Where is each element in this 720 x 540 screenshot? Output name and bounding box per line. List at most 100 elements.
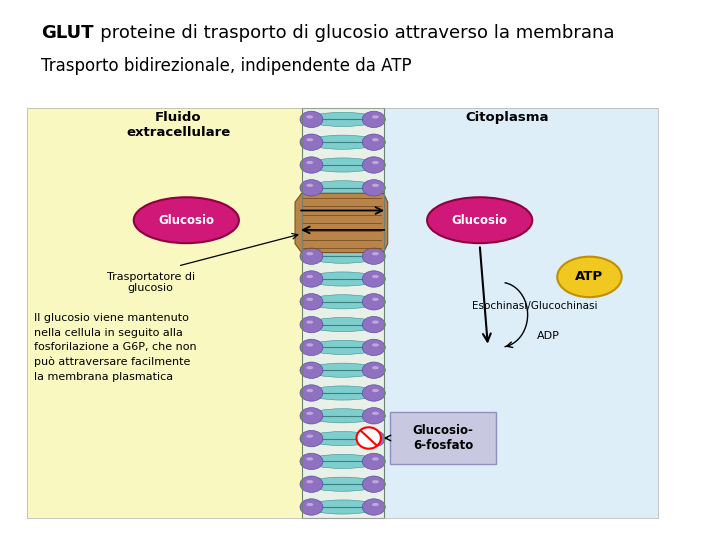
Ellipse shape	[307, 500, 377, 514]
Ellipse shape	[307, 112, 377, 126]
Ellipse shape	[372, 389, 379, 392]
Ellipse shape	[362, 362, 385, 379]
Ellipse shape	[307, 409, 377, 423]
Text: GLUT: GLUT	[41, 24, 93, 42]
Text: Il glucosio viene mantenuto
nella cellula in seguito alla
fosforilazione a G6P, : Il glucosio viene mantenuto nella cellul…	[34, 313, 197, 382]
Ellipse shape	[307, 135, 377, 149]
Bar	[302, 108, 384, 518]
Ellipse shape	[300, 134, 323, 151]
Ellipse shape	[307, 340, 377, 354]
Ellipse shape	[300, 180, 323, 196]
Ellipse shape	[372, 503, 379, 506]
Ellipse shape	[306, 389, 313, 392]
Ellipse shape	[362, 180, 385, 196]
Ellipse shape	[362, 316, 385, 333]
Ellipse shape	[307, 363, 377, 377]
Ellipse shape	[362, 111, 385, 127]
Ellipse shape	[362, 134, 385, 151]
Ellipse shape	[306, 184, 313, 187]
Bar	[302, 108, 384, 518]
Ellipse shape	[300, 111, 323, 127]
FancyBboxPatch shape	[390, 413, 495, 464]
Ellipse shape	[300, 271, 323, 287]
Ellipse shape	[372, 480, 379, 483]
Ellipse shape	[307, 431, 377, 446]
Ellipse shape	[134, 197, 239, 243]
Ellipse shape	[307, 249, 377, 264]
Ellipse shape	[362, 453, 385, 470]
Text: ADP: ADP	[536, 331, 559, 341]
Ellipse shape	[306, 435, 313, 438]
Ellipse shape	[300, 362, 323, 379]
Ellipse shape	[372, 435, 379, 438]
Ellipse shape	[300, 248, 323, 265]
Ellipse shape	[307, 477, 377, 491]
Text: Glucosio: Glucosio	[451, 214, 508, 227]
Ellipse shape	[300, 453, 323, 470]
Ellipse shape	[372, 321, 379, 324]
Text: Trasporto bidirezionale, indipendente da ATP: Trasporto bidirezionale, indipendente da…	[41, 57, 411, 75]
Ellipse shape	[362, 430, 385, 447]
Ellipse shape	[372, 275, 379, 278]
Polygon shape	[295, 193, 387, 253]
Ellipse shape	[372, 343, 379, 347]
Ellipse shape	[307, 454, 377, 469]
Ellipse shape	[307, 158, 377, 172]
Ellipse shape	[306, 298, 313, 301]
Ellipse shape	[306, 411, 313, 415]
Ellipse shape	[362, 339, 385, 356]
Ellipse shape	[300, 430, 323, 447]
Ellipse shape	[300, 294, 323, 310]
Ellipse shape	[362, 294, 385, 310]
Ellipse shape	[300, 499, 323, 515]
Ellipse shape	[300, 476, 323, 492]
Ellipse shape	[306, 366, 313, 369]
Text: Glucosio-
6-fosfato: Glucosio- 6-fosfato	[413, 424, 474, 452]
Ellipse shape	[372, 116, 379, 119]
Text: Esochinasi/Glucochinasi: Esochinasi/Glucochinasi	[472, 301, 597, 311]
Ellipse shape	[557, 256, 621, 297]
Ellipse shape	[300, 385, 323, 401]
Ellipse shape	[306, 275, 313, 278]
Ellipse shape	[306, 252, 313, 255]
Ellipse shape	[307, 295, 377, 309]
Ellipse shape	[372, 298, 379, 301]
Ellipse shape	[300, 408, 323, 424]
Ellipse shape	[362, 385, 385, 401]
Text: ATP: ATP	[575, 271, 603, 284]
Ellipse shape	[306, 343, 313, 347]
Ellipse shape	[362, 476, 385, 492]
Bar	[27, 108, 302, 518]
Ellipse shape	[362, 408, 385, 424]
Ellipse shape	[372, 184, 379, 187]
Ellipse shape	[372, 366, 379, 369]
Ellipse shape	[300, 316, 323, 333]
Ellipse shape	[372, 138, 379, 141]
Bar	[384, 108, 658, 518]
Ellipse shape	[372, 411, 379, 415]
Ellipse shape	[300, 157, 323, 173]
Ellipse shape	[307, 181, 377, 195]
Text: Glucosio: Glucosio	[158, 214, 215, 227]
Ellipse shape	[306, 457, 313, 461]
Ellipse shape	[307, 272, 377, 286]
Ellipse shape	[306, 138, 313, 141]
Ellipse shape	[306, 161, 313, 164]
Ellipse shape	[356, 427, 381, 449]
Text: proteine di trasporto di glucosio attraverso la membrana: proteine di trasporto di glucosio attrav…	[83, 24, 614, 42]
Ellipse shape	[362, 157, 385, 173]
Text: Trasportatore di
glucosio: Trasportatore di glucosio	[107, 272, 194, 293]
Ellipse shape	[372, 161, 379, 164]
Ellipse shape	[300, 339, 323, 356]
Bar	[302, 198, 384, 223]
Ellipse shape	[372, 457, 379, 461]
Ellipse shape	[362, 248, 385, 265]
Bar	[27, 108, 658, 518]
Ellipse shape	[306, 503, 313, 506]
Ellipse shape	[306, 116, 313, 119]
Text: Citoplasma: Citoplasma	[465, 111, 549, 124]
Ellipse shape	[372, 252, 379, 255]
Ellipse shape	[427, 197, 532, 243]
Ellipse shape	[307, 318, 377, 332]
Bar	[302, 221, 384, 246]
